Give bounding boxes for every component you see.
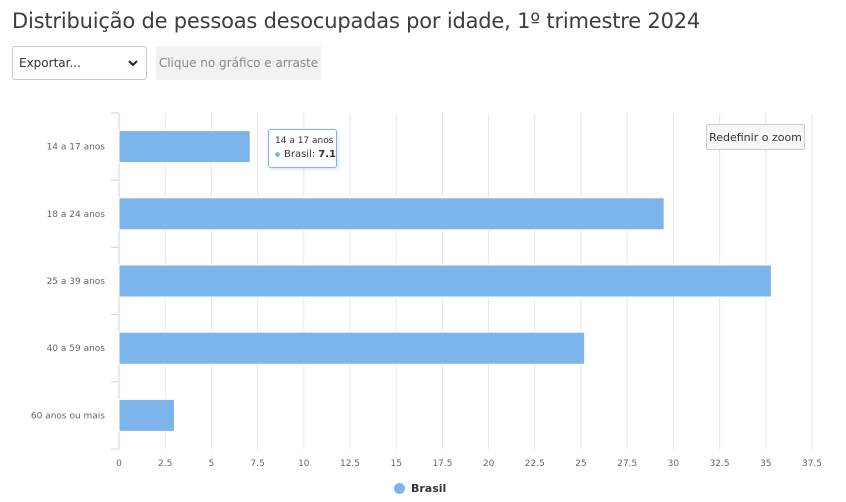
bars <box>118 130 772 432</box>
x-tick-label: 15 <box>390 459 401 469</box>
bar[interactable] <box>118 398 175 432</box>
x-tick-label: 7.5 <box>250 459 264 469</box>
x-tick-label: 30 <box>668 459 680 469</box>
x-tick-label: 22.5 <box>525 459 545 469</box>
y-axis <box>111 112 120 450</box>
x-tick-label: 35 <box>760 459 771 469</box>
legend-swatch <box>394 483 405 494</box>
legend-label: Brasil <box>411 482 447 495</box>
drag-hint: Clique no gráfico e arraste <box>156 46 321 80</box>
y-tick-label: 14 a 17 anos <box>47 143 106 153</box>
x-tick-label: 17.5 <box>432 459 452 469</box>
x-tick-label: 37.5 <box>802 459 822 469</box>
x-tick-label: 10 <box>298 459 310 469</box>
tooltip-value: 7.1 <box>318 149 336 160</box>
bar[interactable] <box>118 130 251 164</box>
x-tick-label: 20 <box>483 459 495 469</box>
y-tick-label: 60 anos ou mais <box>31 411 105 421</box>
y-tick-labels: 14 a 17 anos 18 a 24 anos 25 a 39 anos 40 a… <box>31 143 105 422</box>
reset-zoom-button[interactable]: Redefinir o zoom <box>706 124 805 150</box>
x-tick-labels: 0 2.5 5 7.5 10 12.5 15 17.5 20 22.5 25 27.5 30 32.5 35… <box>116 459 822 469</box>
legend-item-brasil[interactable]: Brasil <box>394 482 446 495</box>
x-tick-label: 12.5 <box>340 459 360 469</box>
x-tick-label: 2.5 <box>158 459 172 469</box>
x-tick-label: 32.5 <box>710 459 730 469</box>
x-tick-label: 27.5 <box>617 459 637 469</box>
x-tick-label: 25 <box>575 459 586 469</box>
chart-tooltip: 14 a 17 anos Brasil: 7.1 <box>268 129 337 168</box>
tooltip-series-name: Brasil: <box>284 149 316 160</box>
bar[interactable] <box>118 331 586 365</box>
chart-title: Distribuição de pessoas desocupadas por … <box>12 9 701 33</box>
bar[interactable] <box>118 264 772 298</box>
bar[interactable] <box>118 197 665 231</box>
y-tick-label: 40 a 59 anos <box>47 344 106 354</box>
chevron-down-icon <box>128 60 138 67</box>
x-tick-label: 0 <box>116 459 122 469</box>
y-tick-label: 25 a 39 anos <box>47 277 106 287</box>
export-select[interactable]: Exportar... <box>12 46 147 80</box>
x-tick-label: 5 <box>209 459 215 469</box>
y-tick-label: 18 a 24 anos <box>47 210 106 220</box>
tooltip-series-dot <box>275 152 280 157</box>
export-select-label: Exportar... <box>19 56 81 70</box>
tooltip-category: 14 a 17 anos <box>275 136 334 146</box>
